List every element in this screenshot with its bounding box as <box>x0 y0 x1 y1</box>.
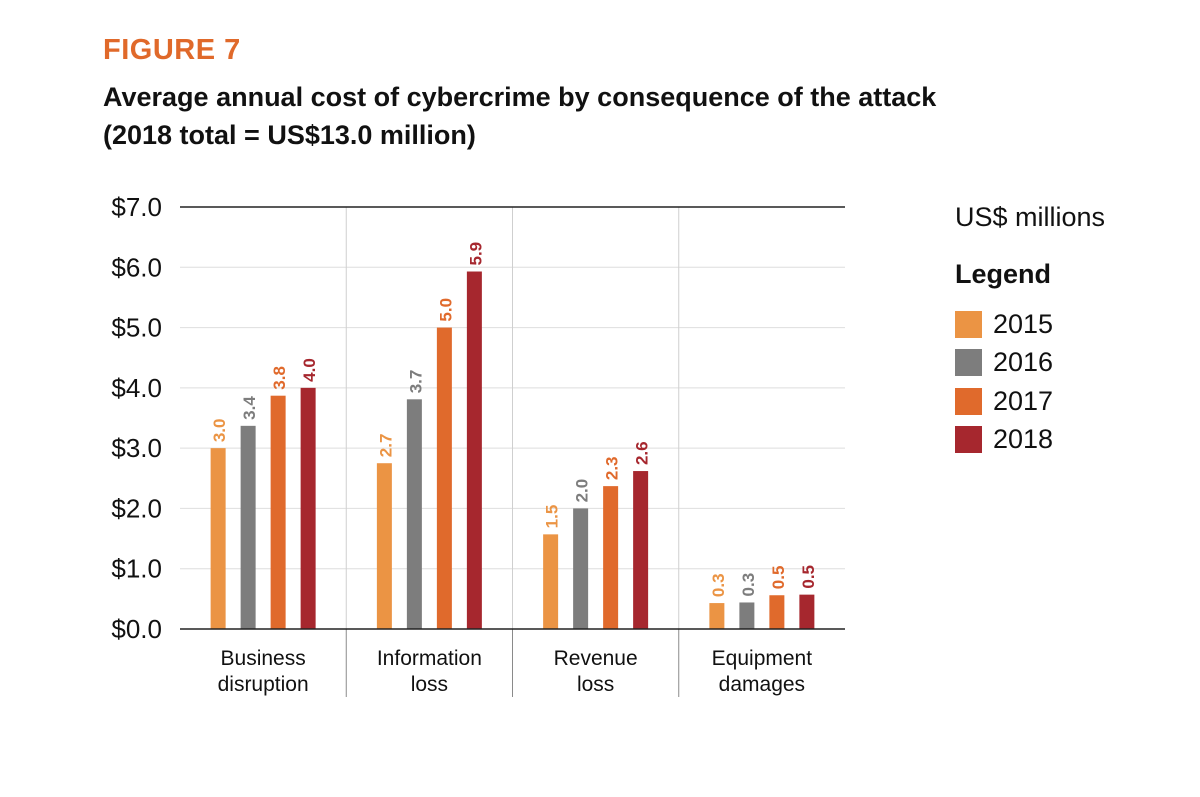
y-tick-label-2: $2.0 <box>111 493 162 523</box>
y-tick-label-5: $5.0 <box>111 313 162 343</box>
value-label-2017-cat-0: 3.8 <box>270 366 289 390</box>
chart-title-line-2: (2018 total = US$13.0 million) <box>103 120 476 150</box>
x-category-label-3-line-1: damages <box>719 673 805 696</box>
value-label-2018-cat-2: 2.6 <box>633 441 652 465</box>
units-label: US$ millions <box>955 202 1106 232</box>
bar-2018-cat-3 <box>799 594 815 629</box>
chart-title-line-1: Average annual cost of cybercrime by con… <box>103 82 937 112</box>
value-label-2017-cat-3: 0.5 <box>769 566 788 590</box>
bar-2017-cat-1 <box>436 327 452 629</box>
value-label-2016-cat-0: 3.4 <box>240 396 259 420</box>
legend-swatch-2017 <box>955 387 982 415</box>
bar-2016-cat-1 <box>406 399 422 629</box>
value-label-2018-cat-3: 0.5 <box>799 565 818 589</box>
value-label-2018-cat-1: 5.9 <box>466 242 485 266</box>
value-label-2015-cat-1: 2.7 <box>376 434 395 458</box>
legend-item-2015: 2015 <box>955 305 1053 344</box>
bar-2016-cat-3 <box>739 602 755 629</box>
bar-2018-cat-2 <box>633 471 649 629</box>
chart-title: Average annual cost of cybercrime by con… <box>103 78 1063 154</box>
legend-item-2018: 2018 <box>955 421 1053 460</box>
bar-2015-cat-1 <box>376 463 392 629</box>
value-label-2015-cat-3: 0.3 <box>709 573 728 597</box>
value-label-2015-cat-2: 1.5 <box>543 505 562 529</box>
bar-2016-cat-0 <box>240 425 256 629</box>
bar-2015-cat-0 <box>210 448 226 629</box>
bar-2017-cat-2 <box>603 486 619 629</box>
legend: 2015 2016 2017 2018 <box>955 305 1053 459</box>
y-tick-label-4: $4.0 <box>111 373 162 403</box>
value-label-2016-cat-2: 2.0 <box>573 479 592 503</box>
legend-swatch-2015 <box>955 310 982 338</box>
figure-label: FIGURE 7 <box>103 34 241 66</box>
x-category-label-2-line-1: loss <box>577 673 614 696</box>
bar-2015-cat-2 <box>543 534 559 629</box>
bar-2017-cat-0 <box>270 395 286 629</box>
x-category-label-1-line-0: Information <box>377 647 482 670</box>
legend-item-2016: 2016 <box>955 344 1053 383</box>
y-tick-label-3: $3.0 <box>111 433 162 463</box>
legend-item-2017: 2017 <box>955 382 1053 421</box>
legend-swatch-2018 <box>955 426 982 454</box>
legend-swatch-2016 <box>955 349 982 377</box>
y-tick-label-1: $1.0 <box>111 554 162 584</box>
legend-label-2015: 2015 <box>993 308 1054 339</box>
value-label-2017-cat-2: 2.3 <box>603 456 622 480</box>
x-category-label-1-line-1: loss <box>411 673 448 696</box>
legend-label-2016: 2016 <box>993 347 1054 378</box>
value-label-2016-cat-1: 3.7 <box>406 370 425 394</box>
bar-2018-cat-0 <box>300 387 316 629</box>
value-label-2018-cat-0: 4.0 <box>300 358 319 382</box>
x-category-label-0-line-0: Business <box>221 647 306 670</box>
legend-label-2018: 2018 <box>993 424 1054 455</box>
x-category-label-0-line-1: disruption <box>218 673 309 696</box>
y-tick-label-0: $0.0 <box>111 614 162 644</box>
bar-2016-cat-2 <box>573 508 589 629</box>
bar-2018-cat-1 <box>466 271 482 629</box>
x-category-label-2-line-0: Revenue <box>554 647 638 670</box>
legend-label-2017: 2017 <box>993 385 1054 416</box>
value-label-2016-cat-3: 0.3 <box>739 573 758 597</box>
y-tick-label-6: $6.0 <box>111 252 162 282</box>
x-category-label-3-line-0: Equipment <box>712 647 813 670</box>
value-label-2015-cat-0: 3.0 <box>210 419 229 443</box>
y-tick-label-7: $7.0 <box>111 192 162 222</box>
bar-2015-cat-3 <box>709 603 725 629</box>
value-label-2017-cat-1: 5.0 <box>436 298 455 322</box>
bar-2017-cat-3 <box>769 595 785 629</box>
legend-title: Legend <box>955 259 1052 289</box>
